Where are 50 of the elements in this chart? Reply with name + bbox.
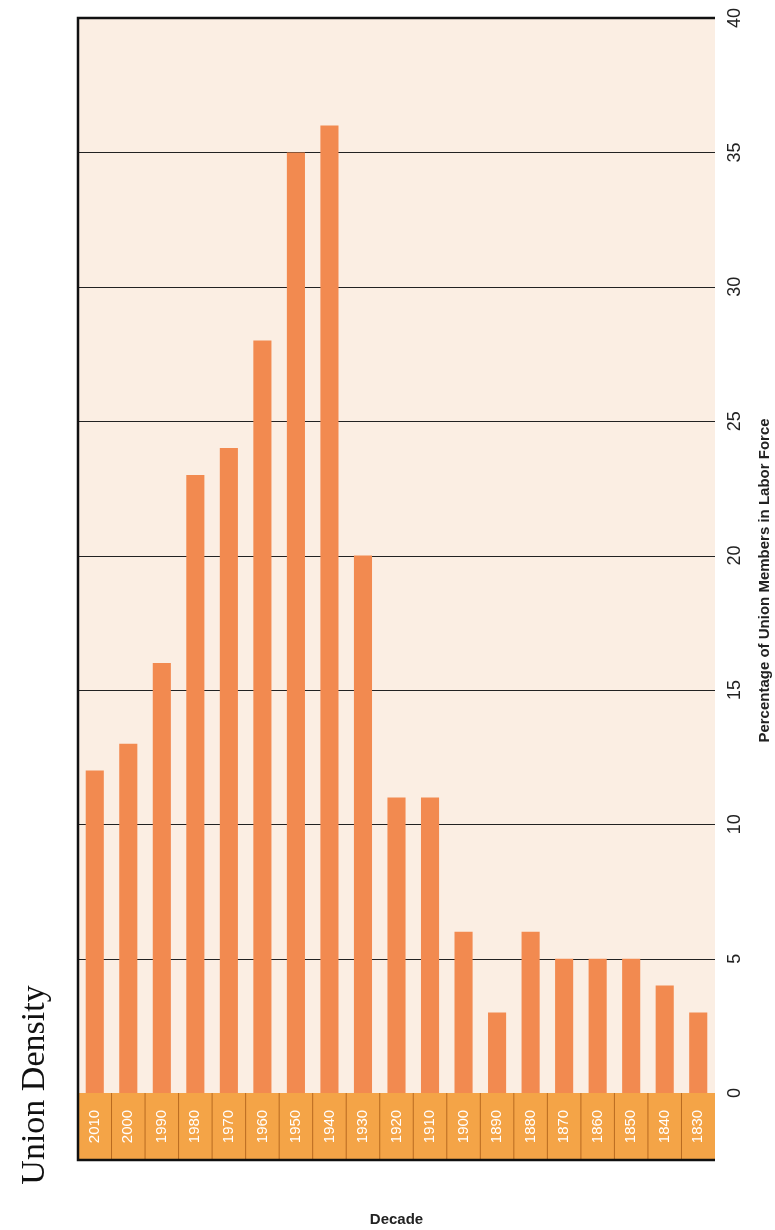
y-tick-label: 10 [723,814,744,835]
bar [85,770,104,1093]
x-tick-label: 1930 [353,1109,371,1144]
x-tick-label: 1920 [386,1109,404,1144]
x-tick-label: 1960 [252,1109,270,1144]
x-tick-label: 1950 [286,1109,304,1144]
y-tick-label: 15 [723,679,744,700]
x-tick-label: 1860 [587,1109,605,1144]
x-tick-label: 2000 [118,1109,136,1144]
y-tick-label: 20 [723,545,744,566]
x-tick-label: 1900 [453,1109,471,1144]
bar [588,958,607,1093]
x-tick-label: 1870 [554,1109,572,1144]
bar [521,931,540,1093]
x-tick-label: 1910 [420,1109,438,1144]
x-tick-label: 1830 [688,1109,706,1144]
x-tick-label: 2010 [84,1109,102,1144]
x-tick-label: 1990 [151,1109,169,1144]
x-tick-label: 1940 [319,1109,337,1144]
bar [119,743,138,1093]
x-tick-label: 1890 [487,1109,505,1144]
y-tick-label: 30 [723,276,744,297]
bar [353,555,373,1093]
text: Union Density [13,985,51,1185]
bar [420,797,440,1093]
bar [186,474,205,1093]
x-tick-label: 1850 [621,1109,639,1144]
bar [454,931,473,1093]
x-tick-label: 1840 [654,1109,672,1144]
y-axis-title: Percentage of Union Members in Labor Force [755,418,773,743]
bar [320,125,339,1093]
y-tick-label: 5 [723,953,744,964]
x-tick-label: 1980 [185,1109,203,1144]
y-tick-label: 0 [723,1087,744,1099]
bar [286,152,305,1093]
x-tick-label: 1970 [219,1109,237,1144]
bar [555,958,574,1093]
bar [253,340,272,1093]
y-tick-label: 35 [723,142,744,163]
bar [152,663,171,1093]
y-tick-label: 25 [723,411,744,432]
x-tick-label: 1880 [520,1109,538,1144]
bar [689,1012,708,1093]
bar [488,1012,507,1093]
bar [387,797,406,1093]
x-axis-title: Decade [369,1210,424,1228]
bar [655,985,674,1093]
bar [622,958,641,1093]
bar [219,448,238,1093]
y-tick-label: 40 [723,7,744,29]
